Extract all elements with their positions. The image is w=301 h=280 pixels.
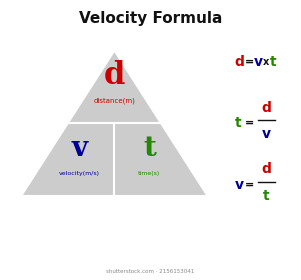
Text: =: =: [244, 57, 254, 67]
Text: t: t: [235, 116, 241, 130]
Text: d: d: [235, 55, 245, 69]
Text: v: v: [262, 127, 271, 141]
Text: v: v: [71, 135, 88, 162]
Text: t: t: [143, 135, 156, 162]
Text: velocity(m/s): velocity(m/s): [59, 171, 100, 176]
Text: t: t: [270, 55, 277, 69]
Text: d: d: [104, 60, 125, 91]
Text: x: x: [263, 57, 269, 67]
Text: d: d: [262, 162, 271, 176]
Polygon shape: [21, 50, 208, 196]
Text: v: v: [235, 178, 244, 192]
Text: Velocity Formula: Velocity Formula: [79, 11, 222, 26]
Text: time(s): time(s): [138, 171, 160, 176]
Text: t: t: [263, 189, 270, 203]
Text: distance(m): distance(m): [93, 97, 135, 104]
Text: d: d: [262, 101, 271, 115]
Text: shutterstock.com · 2156153041: shutterstock.com · 2156153041: [106, 269, 195, 274]
Text: v: v: [254, 55, 263, 69]
Text: =: =: [244, 118, 254, 128]
Text: =: =: [244, 180, 254, 190]
